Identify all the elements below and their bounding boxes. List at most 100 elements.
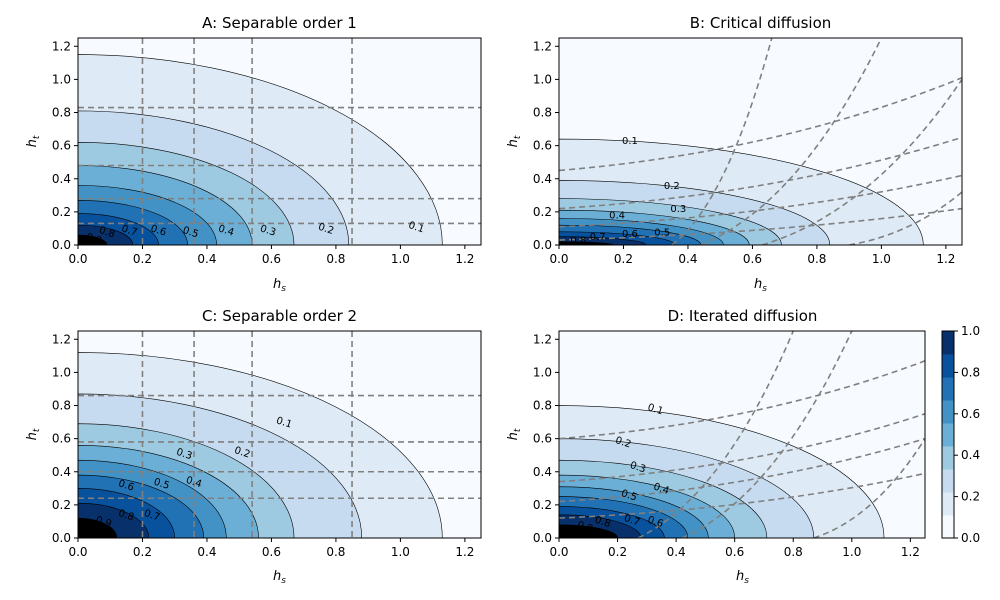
y-axis-label: ht [506,135,523,147]
contour-label: 0.7 [143,508,162,523]
y-tick-label: 0.6 [533,139,552,153]
contour-label: 0.3 [670,204,686,215]
y-tick-label: 1.2 [52,39,71,53]
guide-curve [681,331,853,538]
y-tick-label: 1.2 [52,332,71,346]
y-tick-labels: 0.0 0.2 0.4 0.6 0.8 1.0 1.2 [533,39,559,252]
axes-frame [77,37,482,246]
y-tick-label: 1.0 [533,72,552,86]
y-tick-label: 0.6 [52,139,71,153]
plot-area [559,38,962,245]
contour-label: 0.6 [646,515,665,530]
contour-label: 0.3 [175,447,194,462]
x-tick-label: 0.4 [197,252,216,266]
y-tick-label: 1.0 [533,365,552,379]
x-tick-label: 0.2 [614,252,633,266]
axes-frame [558,37,963,246]
contour-label: 0.9 [94,515,113,530]
contour-labels: 0.1 0.2 0.3 0.4 0.5 0.6 0.7 0.8 [570,136,686,247]
panel-title: B: Critical diffusion [690,14,832,32]
x-tick-label: 0.6 [262,252,281,266]
x-tick-label: 0.2 [133,545,152,559]
contour-label: 0.4 [652,482,671,497]
guide-lines [78,331,481,538]
panel-title: C: Separable order 2 [202,307,357,325]
y-tick-labels: 0.0 0.2 0.4 0.6 0.8 1.0 1.2 [533,332,559,545]
x-tick-label: 0.2 [608,545,627,559]
y-tick-label: 0.4 [52,172,71,186]
x-axis-label: hs [273,569,286,586]
colorbar: 0.0 0.2 0.4 0.6 0.8 1.0 [941,324,980,545]
guide-curve [671,38,773,245]
guide-lines [559,331,926,538]
contour-label: 0.7 [623,513,642,528]
y-tick-label: 0.4 [52,465,71,479]
x-tick-labels: 0.0 0.2 0.4 0.6 0.8 1.0 1.2 [68,538,474,559]
guide-curve [559,360,926,440]
contour-label: 0.5 [620,488,639,503]
y-axis-label: ht [25,428,42,440]
colorbar-band [942,492,954,516]
x-tick-labels: 0.0 0.2 0.4 0.6 0.8 1.0 1.2 [549,538,920,559]
axes-frame [558,330,926,539]
contour-label: 0.1 [646,402,665,417]
contour-label: 0.8 [97,225,116,240]
contour-label: 0.6 [117,478,136,493]
y-tick-label: 0.4 [533,465,552,479]
y-tick-label: 0.0 [533,238,552,252]
panel-b-critical-diffusion: B: Critical diffusion 0.1 0.2 0.3 0.4 0.5 0.6… [506,14,963,294]
contour-labels: 0.10.20.30.40.50.60.70.80.9 [576,402,671,535]
y-axis-label: ht [25,135,42,147]
x-tick-label: 0.8 [326,545,345,559]
y-tick-label: 1.0 [52,365,71,379]
x-tick-label: 1.0 [391,252,410,266]
contour-label: 0.6 [149,223,168,238]
contour-label: 0.2 [233,445,252,460]
colorbar-band [942,377,954,401]
contour-label: 0.4 [217,223,236,238]
colorbar-tick-label: 0.6 [961,407,980,421]
y-tick-labels: 0.0 0.2 0.4 0.6 0.8 1.0 1.2 [52,332,78,545]
x-tick-label: 0.8 [807,252,826,266]
x-tick-label: 0.0 [68,252,87,266]
y-tick-label: 0.8 [52,399,71,413]
contour-label: 0.8 [117,508,136,523]
colorbar-band [942,469,954,493]
y-tick-label: 0.2 [533,205,552,219]
y-tick-label: 0.2 [533,498,552,512]
x-tick-label: 1.2 [936,252,955,266]
x-tick-label: 1.2 [455,545,474,559]
contour-label: 0.6 [622,229,638,240]
x-tick-label: 0.0 [68,545,87,559]
guide-curve [761,78,962,245]
colorbar-bands [942,331,954,539]
y-tick-label: 1.2 [533,332,552,346]
contour-label: 0.5 [654,227,670,238]
x-tick-labels: 0.0 0.2 0.4 0.6 0.8 1.0 1.2 [68,245,474,266]
x-tick-label: 0.0 [549,252,568,266]
y-tick-label: 1.2 [533,39,552,53]
colorbar-tick-label: 1.0 [961,324,980,338]
guide-curve [559,437,926,503]
panel-title: A: Separable order 1 [202,14,357,32]
x-tick-label: 1.0 [391,545,410,559]
x-tick-label: 1.0 [842,545,861,559]
plot-area [78,38,481,245]
contour-label: 0.5 [152,477,171,492]
colorbar-frame [941,330,955,539]
x-tick-label: 0.8 [326,252,345,266]
contour-label: 0.7 [590,232,606,243]
contour-label: 0.8 [570,236,586,247]
contour-label: 0.7 [120,223,139,238]
guide-curve [559,174,962,228]
y-tick-label: 0.0 [52,238,71,252]
y-tick-label: 0.6 [533,432,552,446]
panel-d-iterated-diffusion: D: Iterated diffusion 0.1 0.2 0.3 0.4 0.5 0.6… [506,307,926,586]
contour-labels: 0.10.20.30.40.50.60.70.80.9 [85,220,426,247]
guide-curve [700,38,883,245]
contour-labels: 0.10.20.30.40.50.60.70.80.9 [94,415,293,530]
x-axis-label: hs [273,277,286,294]
colorbar-tick-label: 0.2 [961,490,980,504]
y-tick-label: 0.8 [52,106,71,120]
colorbar-tick-labels: 0.0 0.2 0.4 0.6 0.8 1.0 [954,324,980,545]
